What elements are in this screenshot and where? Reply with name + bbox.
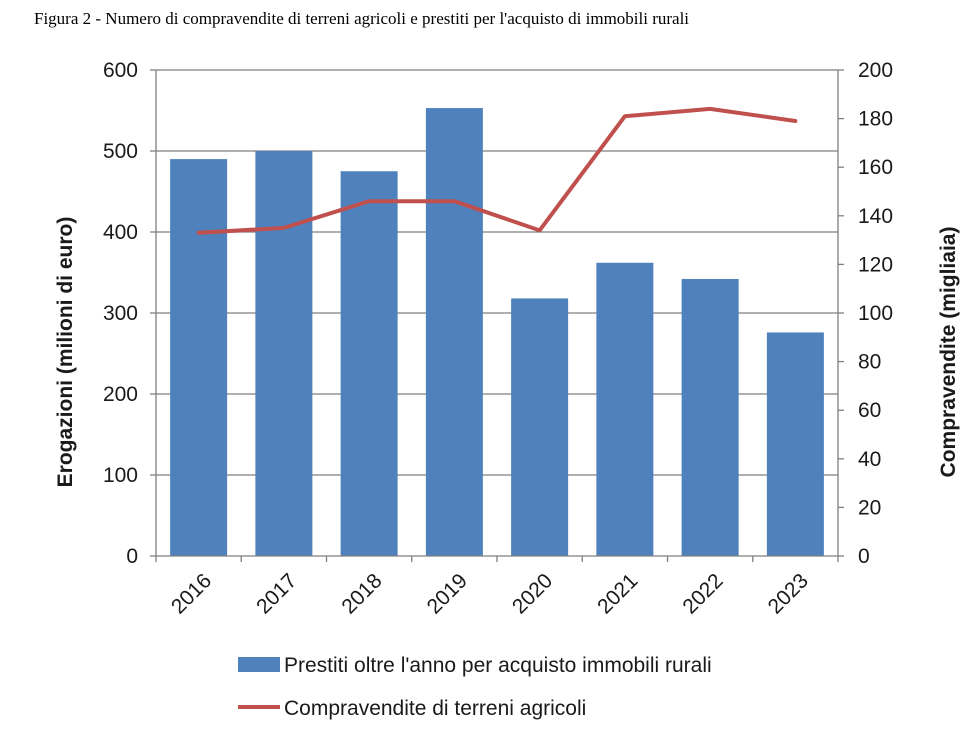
y2-tick-label: 0 — [858, 545, 870, 568]
x-tick-label: 2021 — [593, 569, 642, 618]
y2-tick-label: 20 — [858, 496, 881, 519]
x-tick-label: 2017 — [252, 569, 301, 618]
y2-tick-label: 180 — [858, 108, 893, 131]
bar-2018 — [340, 171, 398, 556]
y-tick-label: 300 — [103, 302, 138, 325]
legend: Prestiti oltre l'anno per acquisto immob… — [238, 654, 712, 720]
bar-2021 — [596, 262, 654, 556]
legend-label-line: Compravendite di terreni agricoli — [284, 697, 586, 720]
y-tick-label: 400 — [103, 221, 138, 244]
bar-2022 — [681, 278, 739, 556]
legend-label-bars: Prestiti oltre l'anno per acquisto immob… — [284, 654, 712, 677]
y2-tick-label: 160 — [858, 156, 893, 179]
line-compravendite — [196, 106, 798, 235]
y2-tick-label: 120 — [858, 253, 893, 276]
y2-axis-title: Compravendite (migliaia) — [937, 227, 960, 478]
y-tick-label: 0 — [126, 545, 138, 568]
x-tick-label: 2023 — [764, 569, 813, 618]
y-tick-label: 100 — [103, 464, 138, 487]
bar-series — [170, 108, 824, 556]
bar-2020 — [511, 298, 569, 556]
y-axis-title: Erogazioni (milioni di euro) — [54, 217, 77, 488]
axes — [150, 69, 844, 562]
y2-tick-label: 100 — [858, 302, 893, 325]
x-tick-label: 2019 — [423, 569, 472, 618]
bar-2019 — [425, 108, 483, 556]
y-tick-label: 200 — [103, 383, 138, 406]
y2-tick-label: 140 — [858, 205, 893, 228]
bar-2023 — [766, 332, 824, 556]
y2-tick-label: 60 — [858, 399, 881, 422]
figure-title: Figura 2 - Numero di compravendite di te… — [34, 9, 689, 28]
x-tick-label: 2022 — [678, 569, 727, 618]
x-tick-label: 2016 — [167, 569, 216, 618]
line-series — [196, 106, 798, 235]
legend-swatch-bars — [238, 657, 280, 672]
y-tick-label: 600 — [103, 59, 138, 82]
x-tick-label: 2018 — [337, 569, 386, 618]
y2-tick-label: 80 — [858, 351, 881, 374]
bar-2017 — [255, 151, 313, 556]
y-tick-label: 500 — [103, 140, 138, 163]
y2-tick-label: 40 — [858, 448, 881, 471]
bar-2016 — [170, 159, 228, 556]
x-tick-label: 2020 — [508, 569, 557, 618]
y2-tick-label: 200 — [858, 59, 893, 82]
